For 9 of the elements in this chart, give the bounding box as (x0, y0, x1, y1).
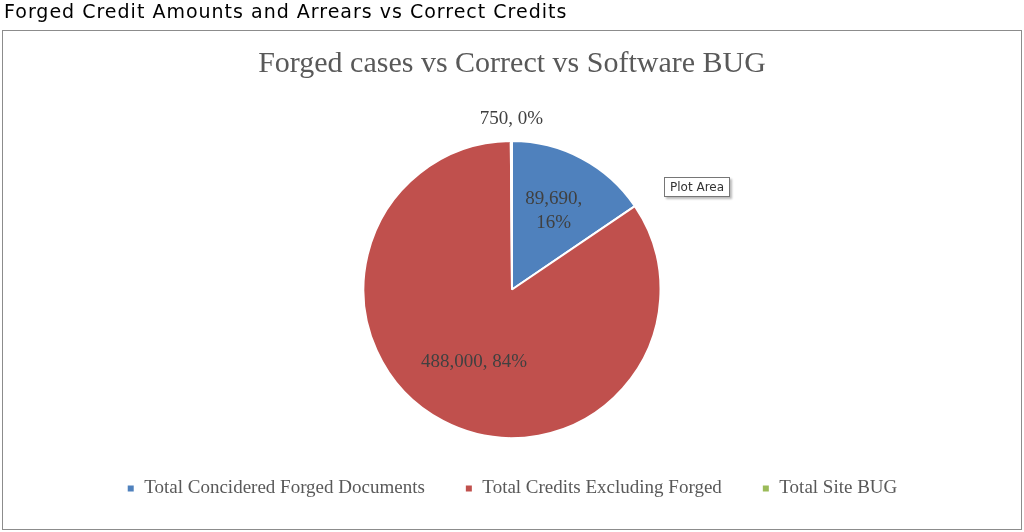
legend-label: Total Credits Excluding Forged (482, 476, 723, 498)
chart-title: Forged Credit Amounts and Arrears vs Correct Credits (4, 0, 568, 22)
data-label: 89,690, 16% (525, 186, 583, 232)
text: Plot Area (664, 177, 731, 197)
legend-label: Total Concidered Forged Documents (144, 476, 425, 498)
chart-subtitle: Forged cases vs Correct vs Software BUG (258, 44, 766, 78)
data-label: 750, 0% (479, 106, 544, 128)
data-label: 488,000, 84% (421, 349, 528, 371)
legend-label: Total Site BUG (779, 476, 898, 498)
